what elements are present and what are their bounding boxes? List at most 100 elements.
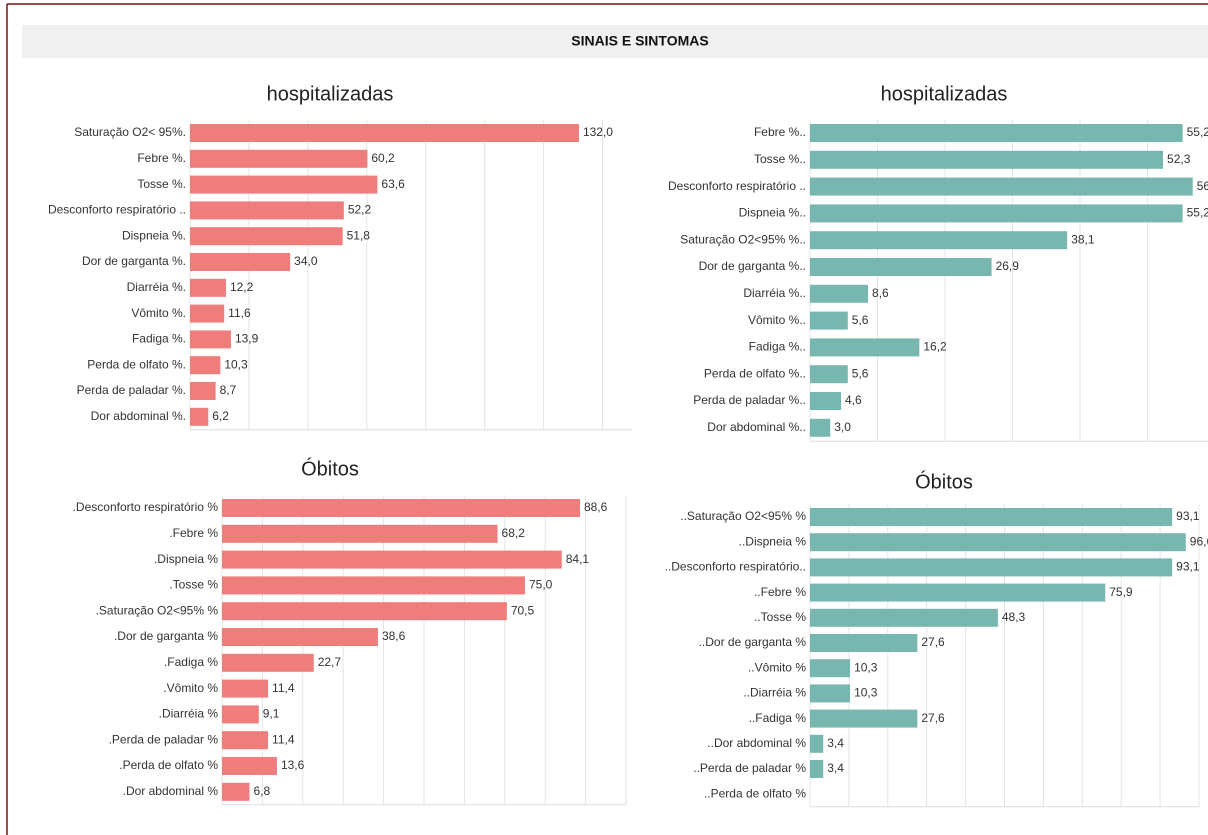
value-label: 10,3 — [854, 660, 878, 674]
bar — [222, 576, 525, 595]
category-label: Dor de garganta %.. — [699, 259, 806, 273]
category-label: Vômito %. — [131, 306, 186, 320]
category-label: Diarréia %.. — [743, 286, 806, 300]
value-label: 22,7 — [318, 655, 342, 669]
bar — [810, 558, 1173, 577]
value-label: 8,6 — [872, 286, 889, 300]
category-label: Perda de olfato %.. — [704, 366, 806, 380]
value-label: 93,1 — [1176, 509, 1200, 523]
bar — [222, 524, 498, 543]
category-label: Febre %.. — [754, 125, 806, 139]
bar — [222, 705, 259, 724]
category-label: Dispneia %. — [122, 228, 186, 242]
category-label: Perda de olfato %. — [87, 357, 186, 371]
bar — [810, 392, 842, 410]
bar — [222, 653, 314, 672]
category-label: .Perda de olfato % — [119, 758, 218, 772]
value-label: 34,0 — [294, 254, 318, 268]
value-label: 56,7 — [1197, 179, 1208, 193]
bar — [810, 177, 1193, 196]
bar — [810, 365, 848, 384]
value-label: 96,6 — [1190, 534, 1208, 548]
value-label: 11,6 — [228, 306, 251, 320]
bar — [190, 304, 225, 323]
category-label: Fadiga %.. — [749, 340, 806, 354]
value-label: 55,2 — [1187, 206, 1208, 220]
value-label: 132,0 — [583, 125, 613, 139]
category-label: Febre %. — [137, 151, 186, 165]
category-label: .Dor de garganta % — [114, 629, 218, 643]
bar — [190, 175, 378, 194]
bar — [810, 508, 1173, 526]
bar — [222, 550, 562, 569]
value-label: 27,6 — [921, 635, 945, 649]
bar — [810, 311, 848, 330]
value-label: 13,9 — [235, 332, 259, 346]
value-label: 3,4 — [827, 736, 844, 750]
value-label: 3,0 — [834, 420, 851, 434]
bar — [810, 684, 851, 703]
category-label: ..Febre % — [754, 585, 806, 599]
value-label: 16,2 — [923, 340, 947, 354]
category-label: ..Dispneia % — [739, 534, 807, 548]
bar — [810, 150, 1164, 169]
bar — [190, 124, 579, 142]
bar — [810, 533, 1186, 552]
category-label: Desconforto respiratório .. — [668, 179, 806, 193]
value-label: 75,9 — [1109, 585, 1133, 599]
bar — [810, 709, 918, 728]
bar — [222, 731, 269, 750]
bar — [810, 338, 920, 357]
category-label: .Dor abdominal % — [123, 784, 219, 798]
chart-title: Óbitos — [915, 470, 973, 493]
bar — [810, 418, 831, 437]
value-label: 60,2 — [371, 151, 395, 165]
value-label: 84,1 — [566, 552, 590, 566]
value-label: 6,8 — [253, 784, 270, 798]
value-label: 4,6 — [845, 393, 862, 407]
value-label: 27,6 — [921, 711, 945, 725]
category-label: .Febre % — [169, 526, 218, 540]
bar — [222, 628, 378, 646]
bar — [810, 258, 992, 276]
value-label: 12,2 — [230, 280, 254, 294]
category-label: Tosse %.. — [754, 152, 806, 166]
value-label: 68,2 — [502, 526, 526, 540]
header-band — [22, 25, 1208, 58]
bar — [810, 284, 869, 303]
category-label: ..Perda de olfato % — [704, 786, 806, 800]
bar — [222, 499, 580, 517]
category-label: Perda de paladar %.. — [693, 393, 806, 407]
bar — [190, 227, 343, 246]
value-label: 6,2 — [212, 409, 229, 423]
value-label: 38,1 — [1071, 232, 1095, 246]
value-label: 26,9 — [996, 259, 1020, 273]
value-label: 52,3 — [1167, 152, 1191, 166]
category-label: ..Dor abdominal % — [707, 736, 806, 750]
bar — [190, 253, 291, 271]
value-label: 5,6 — [852, 366, 869, 380]
value-label: 51,8 — [347, 228, 371, 242]
value-label: 38,6 — [382, 629, 406, 643]
category-label: .Fadiga % — [164, 655, 218, 669]
category-label: ..Dor de garganta % — [699, 635, 807, 649]
category-label: Saturação O2< 95%. — [74, 125, 186, 139]
bar — [190, 278, 226, 297]
category-label: ..Vômito % — [748, 660, 806, 674]
value-label: 93,1 — [1176, 560, 1200, 574]
value-label: 11,4 — [272, 732, 295, 746]
category-label: Tosse %. — [137, 177, 186, 191]
value-label: 3,4 — [827, 761, 844, 775]
bar — [222, 757, 277, 775]
value-label: 55,2 — [1187, 125, 1208, 139]
category-label: Desconforto respiratório .. — [48, 203, 186, 217]
category-label: ..Perda de paladar % — [693, 761, 806, 775]
value-label: 11,4 — [272, 681, 295, 695]
value-label: 10,3 — [854, 686, 878, 700]
bar — [810, 659, 851, 678]
bar — [810, 231, 1068, 250]
value-label: 13,6 — [281, 758, 305, 772]
category-label: Vômito %.. — [748, 313, 806, 327]
bar — [190, 149, 368, 168]
chart-title: hospitalizadas — [267, 83, 394, 105]
